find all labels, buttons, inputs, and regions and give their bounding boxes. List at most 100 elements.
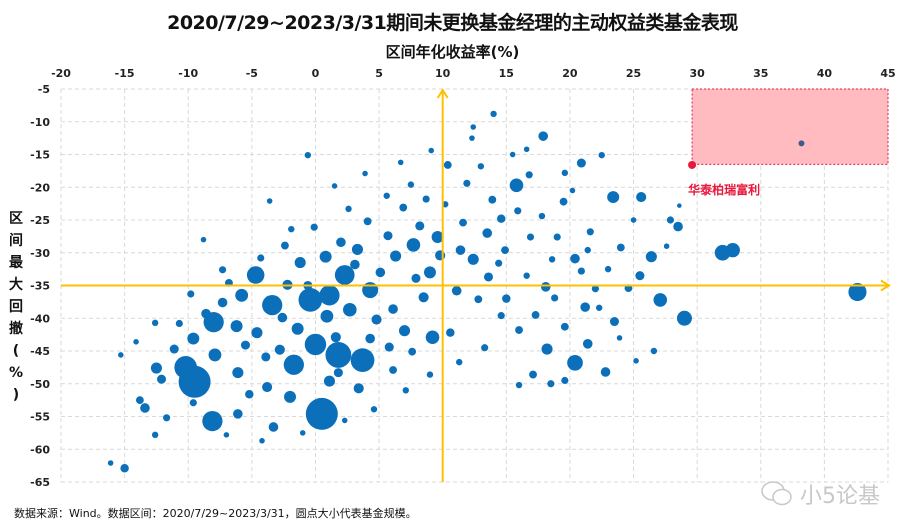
x-tick-label: 15 (499, 67, 514, 80)
bubble (246, 266, 265, 284)
bubble (848, 282, 867, 302)
bubble (673, 221, 683, 232)
bubble (150, 362, 162, 374)
bubble (426, 371, 434, 378)
bubble (561, 376, 569, 385)
bubble (323, 375, 335, 387)
bubble (200, 236, 207, 243)
bubble (630, 217, 637, 223)
bubble (408, 347, 417, 356)
chart-title: 2020/7/29~2023/3/31期间未更换基金经理的主动权益类基金表现 (167, 12, 738, 34)
bubble (383, 231, 393, 241)
y-tick-label: -55 (30, 411, 50, 424)
y-tick-label: -45 (30, 345, 50, 358)
bubble (547, 380, 555, 388)
bubble (333, 368, 343, 378)
bubble (163, 414, 171, 422)
bubble (257, 254, 265, 262)
bubble (281, 241, 289, 250)
bubble (477, 163, 485, 170)
bubble (288, 225, 295, 233)
y-tick-label: -50 (30, 378, 50, 391)
bubble (277, 312, 288, 323)
bubble (456, 358, 463, 366)
bubble (604, 265, 612, 273)
bubble (600, 367, 611, 377)
bubble (140, 403, 150, 413)
bubble (398, 325, 411, 337)
bubble (501, 246, 509, 255)
bubble (469, 135, 475, 141)
bubble (645, 251, 657, 263)
bubble (561, 169, 569, 177)
bubble (525, 171, 533, 179)
y-tick-label: -5 (38, 83, 50, 96)
bubble (495, 259, 503, 267)
bubble (586, 228, 594, 236)
bubble (268, 422, 279, 432)
bubble (320, 309, 334, 323)
bubble (151, 319, 159, 327)
bubble (175, 319, 183, 328)
bubble (331, 183, 338, 189)
bubble (135, 396, 144, 405)
bubble (325, 342, 352, 368)
x-tick-label: 10 (435, 67, 451, 80)
bubble (174, 356, 197, 379)
bubble (463, 179, 471, 187)
bubble (548, 256, 556, 263)
bubble (653, 293, 668, 307)
y-axis-title-char: 回 (9, 299, 23, 315)
arrowhead-up (436, 88, 449, 99)
bubble (663, 243, 670, 249)
bubble (294, 257, 306, 269)
source-note: 数据来源：Wind。数据区间：2020/7/29~2023/3/31，圆点大小代… (14, 507, 417, 520)
watermark: 小5论基 (760, 478, 880, 510)
bubble (584, 246, 591, 254)
bubble (580, 302, 590, 312)
bubble (569, 187, 576, 194)
bubble (407, 181, 415, 188)
bubble (497, 312, 505, 320)
y-axis-title-char: 间 (9, 233, 23, 249)
bubble (169, 344, 179, 354)
bubble (541, 343, 553, 355)
bubble (538, 131, 549, 141)
y-axis-title-char: 最 (9, 255, 23, 271)
bubble (577, 267, 585, 275)
y-tick-label: -10 (30, 116, 50, 129)
bubble (418, 292, 429, 303)
watermark-text: 小5论基 (800, 484, 880, 509)
arrowhead-right (880, 279, 891, 292)
bubble (467, 253, 479, 265)
bubble (676, 310, 692, 326)
bubble (388, 304, 398, 314)
bubble (262, 381, 273, 393)
bubble (341, 417, 348, 424)
x-tick-label: -15 (115, 67, 135, 80)
bubble (559, 197, 568, 206)
bubble (451, 285, 462, 296)
bubble (399, 203, 408, 212)
bubble (251, 327, 263, 339)
x-tick-label: -10 (178, 67, 198, 80)
bubble (384, 342, 394, 352)
x-tick-label: 20 (562, 67, 578, 80)
bubble (262, 295, 283, 316)
highlight-point (688, 160, 697, 169)
bubble (474, 295, 483, 304)
y-axis-title-char: 撤 (9, 321, 23, 337)
bubble (375, 267, 386, 278)
bubble (345, 205, 352, 213)
bubble (488, 195, 497, 204)
x-tick-label: 25 (626, 67, 641, 80)
bubble (330, 332, 341, 343)
bubble (666, 216, 675, 224)
bubble (607, 191, 620, 204)
bubble (425, 330, 440, 345)
highlight-region (691, 88, 889, 165)
bubble (595, 304, 603, 311)
y-tick-label: -35 (30, 280, 50, 293)
bubble (515, 381, 523, 389)
bubble (616, 335, 623, 341)
